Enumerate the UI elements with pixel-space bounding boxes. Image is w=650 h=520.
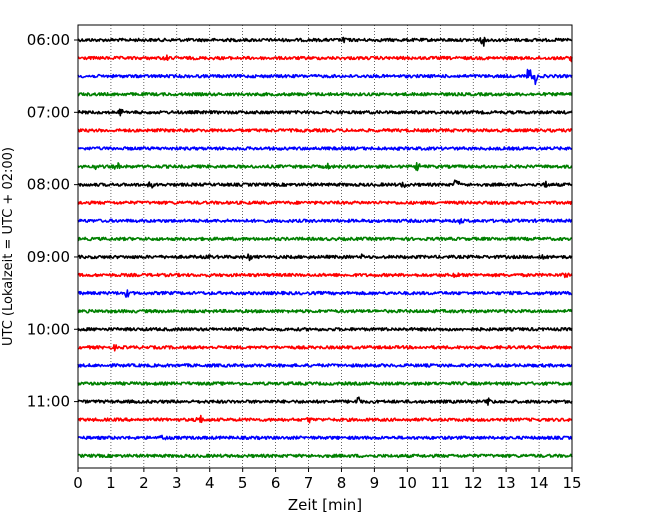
y-tick-label: 09:00 — [27, 248, 70, 266]
x-tick-label: 5 — [238, 474, 248, 492]
seismogram-trace — [77, 68, 573, 86]
x-tick-label: 10 — [398, 474, 417, 492]
seismogram-trace — [77, 327, 573, 332]
y-axis-ticks: 06:00 07:00 08:00 09:00 10:00 11:00 — [27, 31, 78, 411]
x-tick-label: 0 — [73, 474, 83, 492]
seismogram-trace — [77, 91, 573, 97]
seismogram-trace — [77, 272, 573, 279]
x-axis-label: Zeit [min] — [288, 496, 362, 514]
seismogram-trace — [77, 179, 573, 189]
seismogram-trace — [77, 253, 573, 262]
seismogram-trace — [77, 363, 573, 368]
x-axis-ticks: 0 1 2 3 4 5 6 7 8 9 10 11 12 13 14 15 — [73, 468, 582, 492]
seismogram-trace — [77, 162, 573, 172]
y-tick-label: 08:00 — [27, 176, 70, 194]
x-tick-label: 4 — [205, 474, 215, 492]
x-tick-label: 13 — [497, 474, 516, 492]
x-tick-label: 7 — [304, 474, 314, 492]
x-tick-label: 9 — [370, 474, 380, 492]
x-tick-label: 11 — [431, 474, 450, 492]
seismogram-trace — [77, 434, 573, 441]
y-axis-label: UTC (Lokalzeit = UTC + 02:00) — [1, 147, 16, 346]
seismogram-trace — [77, 54, 573, 63]
seismogram-trace — [77, 289, 573, 298]
seismogram-trace — [77, 236, 573, 242]
x-tick-label: 2 — [139, 474, 149, 492]
seismogram-trace — [77, 381, 573, 386]
x-tick-label: 15 — [562, 474, 581, 492]
seismogram-trace — [77, 146, 573, 151]
traces-group — [77, 36, 573, 459]
y-tick-label: 06:00 — [27, 31, 70, 49]
x-tick-label: 3 — [172, 474, 182, 492]
seismogram-trace — [77, 308, 573, 314]
x-tick-label: 1 — [106, 474, 116, 492]
y-tick-label: 10:00 — [27, 320, 70, 338]
seismogram-trace — [77, 344, 573, 352]
seismogram-trace — [77, 128, 573, 133]
grid-lines — [110, 25, 540, 468]
y-tick-label: 11:00 — [27, 393, 70, 411]
seismogram-trace — [77, 414, 573, 424]
seismogram-trace — [77, 218, 573, 225]
seismogram-trace — [77, 453, 573, 459]
seismogram-trace — [77, 396, 573, 406]
plot-frame — [77, 24, 573, 469]
x-tick-label: 14 — [530, 474, 549, 492]
seismogram-trace — [77, 108, 573, 117]
x-tick-label: 6 — [271, 474, 281, 492]
x-tick-label: 8 — [337, 474, 347, 492]
y-tick-label: 07:00 — [27, 103, 70, 121]
seismogram-trace — [77, 36, 573, 47]
seismogram-trace — [77, 200, 573, 205]
x-tick-label: 12 — [464, 474, 483, 492]
